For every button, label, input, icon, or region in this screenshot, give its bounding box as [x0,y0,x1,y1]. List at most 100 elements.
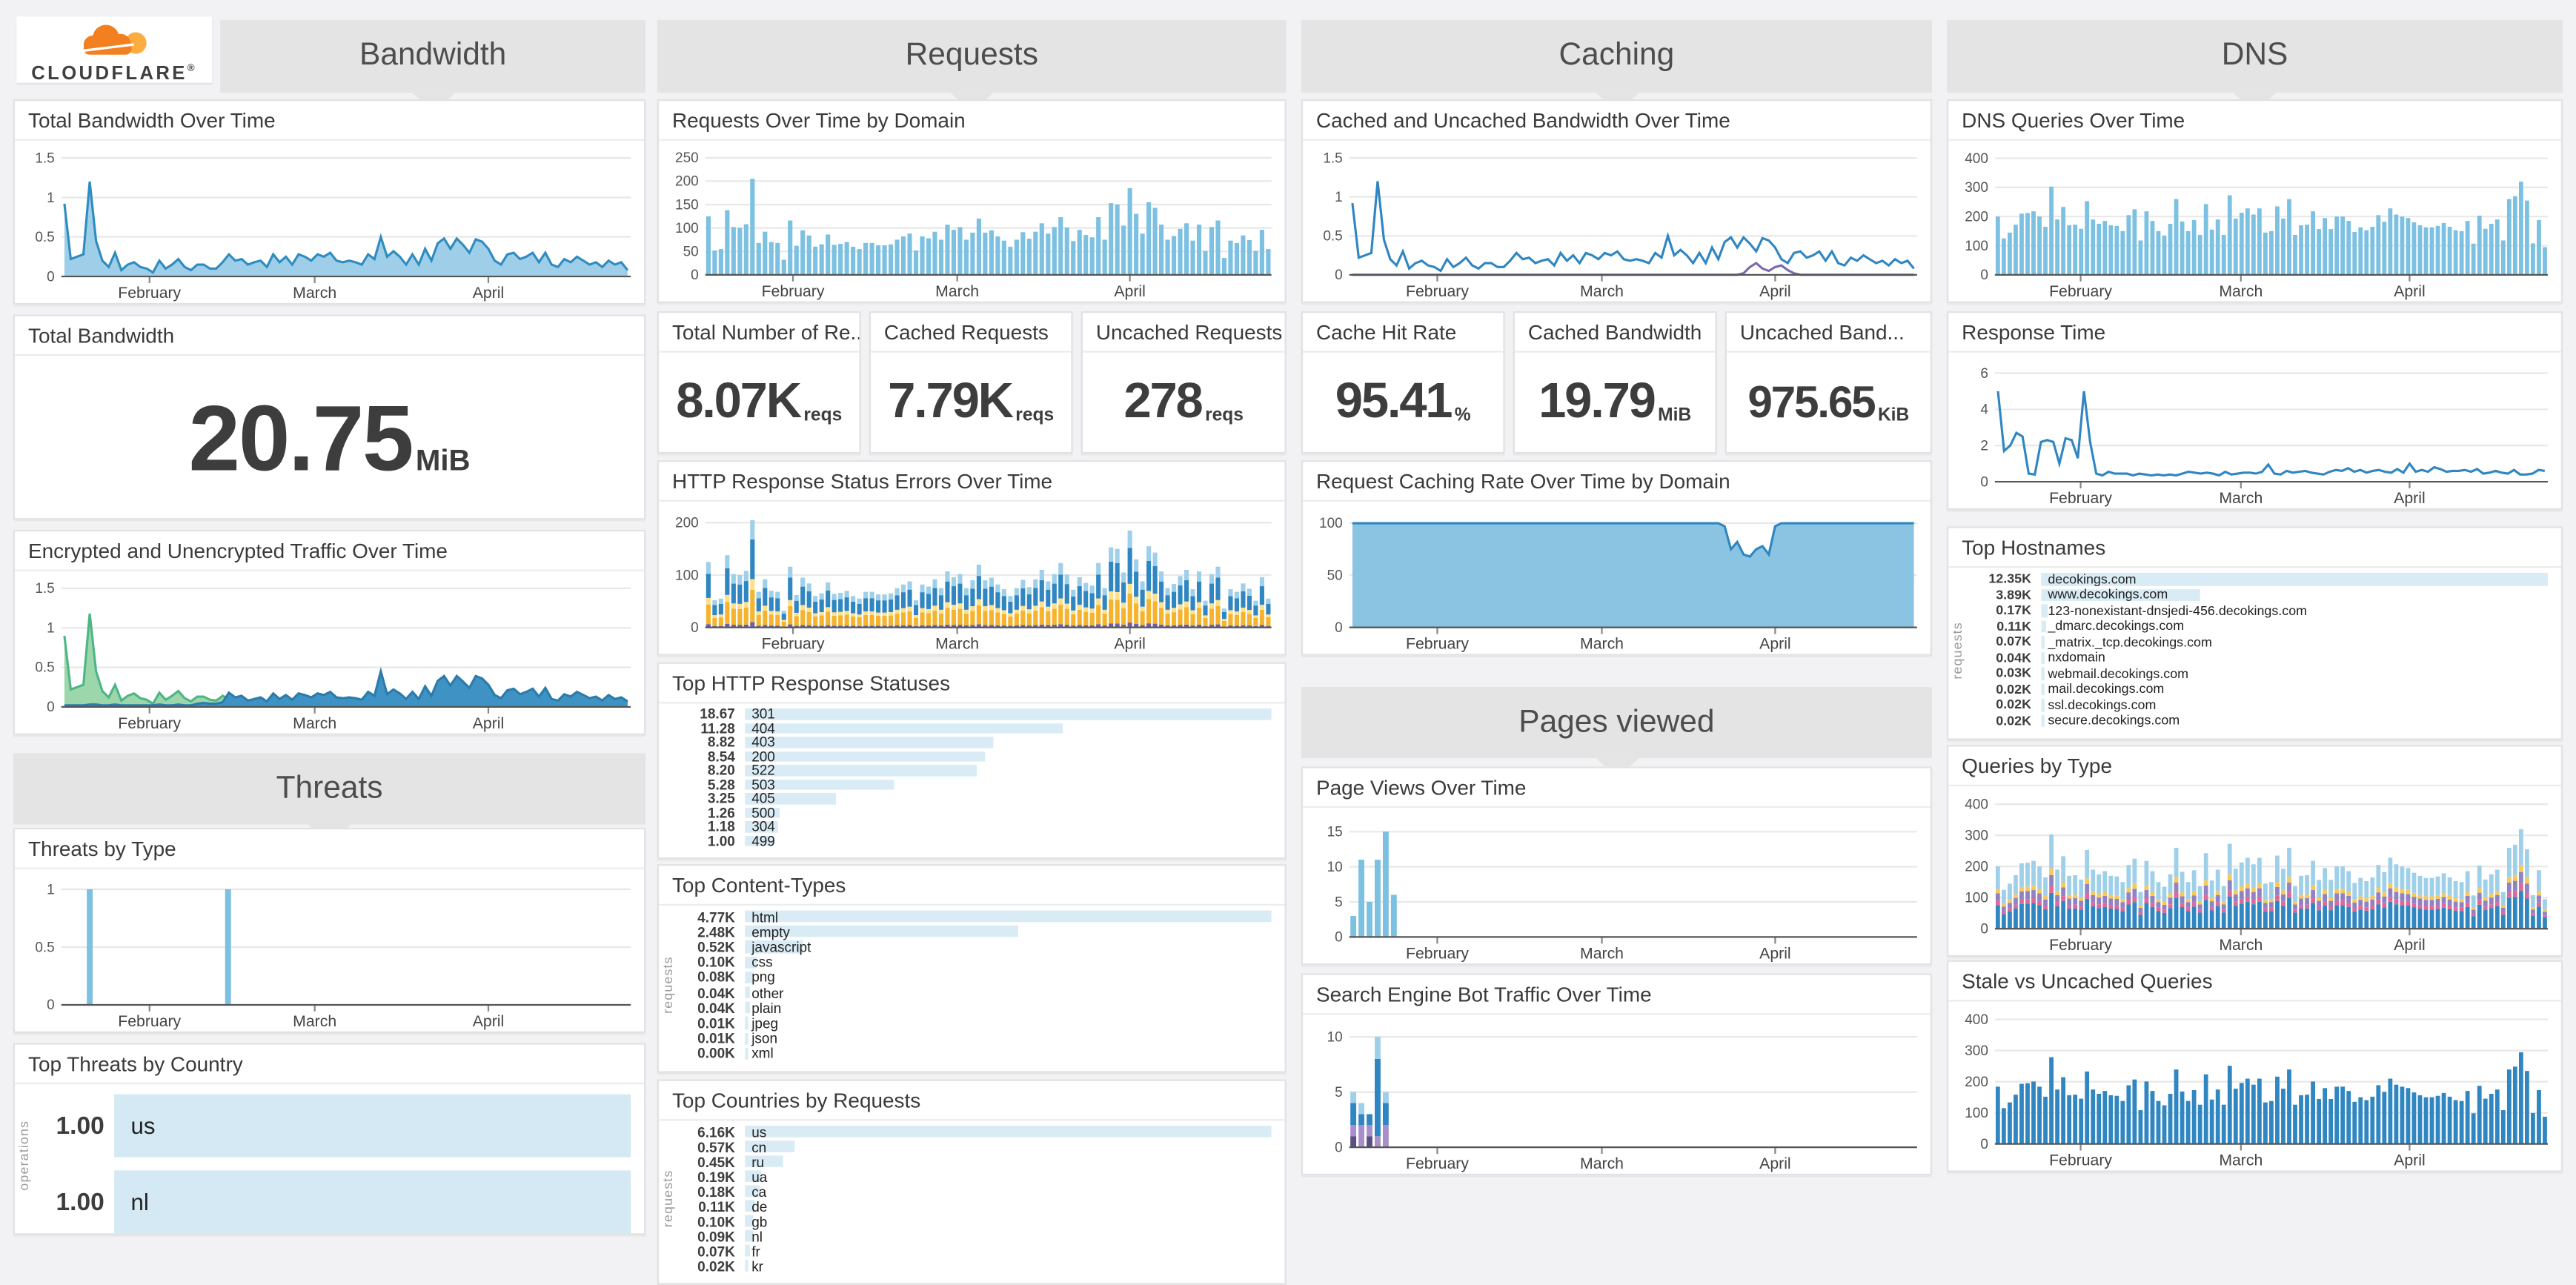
panel-title: Requests Over Time by Domain [659,101,1285,141]
list-item-bar: ca [745,1183,1271,1200]
svg-text:March: March [1580,283,1624,300]
caching-rate-chart[interactable]: 0 50 100 February March April [1303,502,1931,654]
panel-title: HTTP Response Status Errors Over Time [659,462,1285,502]
list-item-value: 1.26 [707,804,735,821]
list-item-label: css [751,954,773,971]
list-item-bar: javascript [745,939,1271,955]
svg-text:March: March [1580,636,1624,653]
panel-title: Encrypted and Unencrypted Traffic Over T… [15,531,644,571]
list-item-label: 522 [751,762,775,779]
list-item-value: 0.17K [1996,602,2031,618]
stat-value: 19.79 MiB [1538,373,1692,429]
list-item-value: 5.28 [707,776,735,793]
list-item-label: 301 [751,705,775,723]
total-bandwidth-over-time-chart[interactable]: 0 0.5 1 1.5 February March April [15,141,644,303]
svg-text:0.5: 0.5 [1323,229,1342,245]
list-item: 0.02K kr [679,1257,1272,1274]
panel-requests-over-time: Requests Over Time by Domain 0 50 100 150 20… [657,99,1287,303]
svg-text:300: 300 [1965,1043,1988,1059]
top-content-types-list[interactable]: requests 4.77K html 2.48K empty 0.52K javascri… [660,909,1272,1062]
list-item-label: jpeg [751,1015,779,1032]
cloudflare-logo: CLOUDFLARE® [16,16,212,84]
stat-value: 975.65 KiB [1747,376,1910,427]
list-item-bar: 499 [745,832,1271,849]
svg-text:0: 0 [47,700,55,715]
cached-uncached-bandwidth-chart[interactable]: 0 0.5 1 1.5 February March April [1303,141,1931,302]
list-item: 8.20 522 [679,762,1272,779]
svg-text:0: 0 [1980,1137,1988,1152]
svg-text:250: 250 [675,150,699,166]
list-item: 3.25 405 [679,790,1272,806]
list-item-value: 0.02K [1996,713,2031,728]
top-http-statuses-list[interactable]: 18.67 301 11.28 404 8.82 403 8.54 200 8.20 522 5.2… [679,705,1272,849]
list-item-label: kr [751,1257,764,1274]
svg-text:5: 5 [1335,894,1343,910]
panel-title: Search Engine Bot Traffic Over Time [1303,975,1931,1015]
svg-text:March: March [2219,1152,2263,1169]
list-item-label: us [751,1123,767,1140]
svg-text:April: April [1759,945,1790,962]
list-item-label: ca [751,1183,767,1200]
list-item-label: nl [130,1188,149,1215]
list-item: 0.10K gb [679,1212,1272,1229]
top-hostnames-list[interactable]: requests 12.35K decokings.com 3.89K www.deco… [1951,571,2548,728]
svg-text:200: 200 [675,515,699,531]
list-item-bar: empty [745,923,1271,940]
panel-title: Queries by Type [1948,746,2561,787]
list-item-bar: _matrix._tcp.decokings.com [2041,634,2548,650]
list-item-bar: 301 [745,705,1272,723]
svg-text:March: March [293,285,336,302]
stat-value: 278 reqs [1123,373,1244,429]
response-time-chart[interactable]: 0 2 4 6 February March April [1948,353,2561,508]
svg-text:100: 100 [1965,239,1988,254]
list-item: 4.77K html [679,909,1272,925]
list-item: 8.54 200 [679,748,1272,765]
list-item: 0.01K jpeg [679,1015,1272,1031]
svg-text:10: 10 [1327,860,1343,875]
list-item-value: 2.48K [697,923,735,940]
panel-cached-uncached-bandwidth: Cached and Uncached Bandwidth Over Time … [1301,99,1932,303]
cloudflare-cloud-icon [82,24,147,55]
svg-text:6: 6 [1980,366,1988,382]
queries-by-type-chart[interactable]: 0 100 200 300 400 February March April [1948,786,2561,955]
stat-value: 20.75 MiB [188,385,471,490]
list-item-label: 500 [751,804,775,821]
requests-over-time-chart[interactable]: 0 50 100 150 200 250 February March April [659,141,1284,302]
list-item-bar: us [114,1088,631,1164]
svg-text:100: 100 [1319,516,1343,531]
list-item: 0.57K cn [679,1138,1272,1155]
list-item-label: gb [751,1212,768,1229]
svg-text:0: 0 [1980,268,1988,283]
list-item: 1.26 500 [679,804,1272,821]
svg-text:1.5: 1.5 [1323,150,1342,166]
page-views-chart[interactable]: 0 5 10 15 February March April [1303,808,1931,963]
http-errors-chart[interactable]: 0 100 200 February March April [659,502,1284,654]
list-item-bar: mail.decokings.com [2041,681,2548,697]
section-header-threats: Threats [13,753,646,845]
svg-text:March: March [935,283,979,300]
threats-by-type-chart[interactable]: 0 0.5 1 February March April [15,869,644,1032]
svg-text:0: 0 [691,620,699,636]
list-item-bar: fr [745,1243,1271,1259]
list-item-value: 0.02K [1996,697,2031,713]
encrypted-traffic-chart[interactable]: 0 0.5 1 1.5 February March April [15,571,644,734]
list-item: 0.04K nxdomain [1968,650,2548,665]
list-item-bar: 500 [745,804,1271,821]
top-countries-list[interactable]: requests 6.16K us 0.57K cn 0.45K ru 0.19K ua 0.18… [660,1123,1272,1274]
list-item-value: 0.02K [1996,681,2031,697]
list-axis-label: operations [16,1120,32,1191]
list-item-value: 1.00 [707,832,735,849]
section-header-dns: DNS [1947,19,2563,113]
svg-text:1: 1 [1335,190,1343,205]
top-threats-by-country-list[interactable]: operations 1.00 us 1.00 nl [16,1088,631,1234]
list-item-label: xml [751,1045,774,1062]
stale-queries-chart[interactable]: 0 100 200 300 400 February March April [1948,1002,2561,1171]
dns-queries-chart[interactable]: 0 100 200 300 400 February March April [1948,141,2561,302]
list-item: 0.07K fr [679,1243,1272,1259]
svg-text:0: 0 [1980,474,1988,490]
list-item-bar: 503 [745,776,1271,792]
list-item-value: 1.18 [707,818,735,835]
panel-uncached-requests-stat: Uncached Requests 278 reqs [1080,311,1287,454]
list-item-bar: cn [745,1138,1271,1155]
bot-traffic-chart[interactable]: 0 5 10 February March April [1303,1015,1931,1173]
